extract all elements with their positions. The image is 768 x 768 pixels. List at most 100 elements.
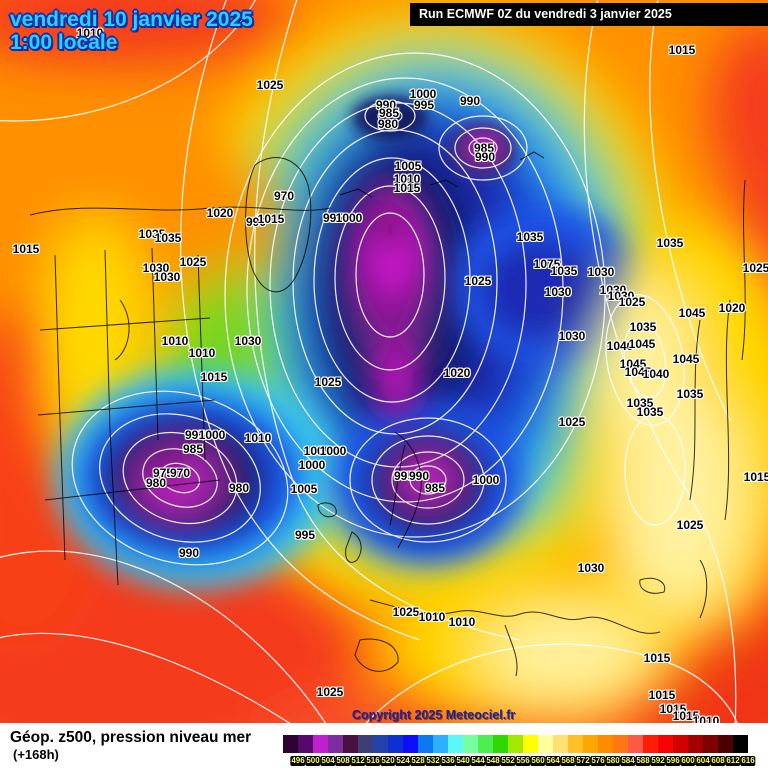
legend-swatch bbox=[673, 735, 688, 753]
forecast-datetime: vendredi 10 janvier 2025 1:00 locale bbox=[10, 8, 253, 54]
pressure-label: 990 bbox=[178, 546, 200, 560]
legend-swatch bbox=[613, 735, 628, 753]
legend-swatch bbox=[418, 735, 433, 753]
pressure-label: 1030 bbox=[153, 270, 181, 284]
legend-value: 504 bbox=[320, 756, 336, 766]
pressure-label: 985 bbox=[378, 106, 400, 120]
legend-value: 544 bbox=[470, 756, 486, 766]
pressure-label: 1030 bbox=[577, 561, 605, 575]
legend-strip: Géop. z500, pression niveau mer (+168h) … bbox=[0, 723, 768, 768]
legend-swatch bbox=[388, 735, 403, 753]
pressure-label: 1015 bbox=[257, 212, 285, 226]
legend-value: 616 bbox=[740, 756, 756, 766]
pressure-label: 990 bbox=[459, 94, 481, 108]
legend-value: 568 bbox=[560, 756, 576, 766]
pressure-label: 980 bbox=[377, 117, 399, 131]
legend-value: 532 bbox=[425, 756, 441, 766]
pressure-label: 1005 bbox=[290, 482, 318, 496]
legend-value: 584 bbox=[620, 756, 636, 766]
pressure-label: 1010 bbox=[76, 26, 104, 40]
pressure-label: 995 bbox=[322, 211, 344, 225]
pressure-label: 990 bbox=[245, 215, 267, 229]
pressure-label: 1035 bbox=[626, 396, 654, 410]
pressure-label: 1025 bbox=[314, 375, 342, 389]
pressure-label: 1025 bbox=[316, 685, 344, 699]
pressure-label: 1035 bbox=[516, 230, 544, 244]
pressure-label: 1040 bbox=[606, 339, 634, 353]
pressure-label: 1020 bbox=[206, 206, 234, 220]
contour-lines bbox=[0, 0, 738, 723]
pressure-label: 1025 bbox=[464, 274, 492, 288]
pressure-label: 1045 bbox=[619, 357, 647, 371]
legend-swatch bbox=[568, 735, 583, 753]
coastlines bbox=[29, 151, 746, 677]
legend-swatch bbox=[328, 735, 343, 753]
pressure-label: 1040 bbox=[642, 367, 670, 381]
legend-swatch bbox=[583, 735, 598, 753]
pressure-label: 1045 bbox=[672, 352, 700, 366]
pressure-label: 1015 bbox=[672, 709, 700, 723]
legend-swatch bbox=[658, 735, 673, 753]
legend-swatch bbox=[283, 735, 298, 753]
pressure-label: 1000 bbox=[319, 444, 347, 458]
pressure-label: 1010 bbox=[244, 431, 272, 445]
pressure-label: 1025 bbox=[558, 415, 586, 429]
pressure-label: 1010 bbox=[188, 346, 216, 360]
pressure-label: 985 bbox=[182, 442, 204, 456]
pressure-label: 970 bbox=[273, 189, 295, 203]
pressure-label: 980 bbox=[145, 476, 167, 490]
pressure-label: 995 bbox=[393, 469, 415, 483]
legend-swatch bbox=[598, 735, 613, 753]
pressure-label: 1045 bbox=[678, 306, 706, 320]
pressure-label: 1015 bbox=[12, 242, 40, 256]
legend-value: 524 bbox=[395, 756, 411, 766]
run-info-banner: Run ECMWF 0Z du vendredi 3 janvier 2025 bbox=[410, 3, 768, 26]
pressure-label: 995 bbox=[184, 428, 206, 442]
pressure-label: 990 bbox=[375, 98, 397, 112]
legend-swatch bbox=[313, 735, 328, 753]
legend-value: 496 bbox=[290, 756, 306, 766]
chart-title: Géop. z500, pression niveau mer bbox=[10, 729, 252, 746]
legend-value: 588 bbox=[635, 756, 651, 766]
legend-swatch bbox=[298, 735, 313, 753]
pressure-label: 995 bbox=[413, 98, 435, 112]
legend-value: 576 bbox=[590, 756, 606, 766]
legend-swatch bbox=[433, 735, 448, 753]
forecast-local-time: 1:00 locale bbox=[10, 31, 118, 54]
legend-value: 548 bbox=[485, 756, 501, 766]
pressure-label: 1015 bbox=[200, 370, 228, 384]
legend-swatch bbox=[448, 735, 463, 753]
legend-value: 536 bbox=[440, 756, 456, 766]
legend-value: 552 bbox=[500, 756, 516, 766]
pressure-label: 1075 bbox=[533, 257, 561, 271]
legend-swatch bbox=[358, 735, 373, 753]
pressure-label: 975 bbox=[152, 466, 174, 480]
forecast-hour: (+168h) bbox=[13, 747, 59, 762]
pressure-label: 1035 bbox=[154, 231, 182, 245]
pressure-label: 1035 bbox=[676, 387, 704, 401]
pressure-label: 1035 bbox=[656, 236, 684, 250]
pressure-label: 1035 bbox=[629, 320, 657, 334]
legend-value: 580 bbox=[605, 756, 621, 766]
pressure-label: 1025 bbox=[179, 255, 207, 269]
pressure-label: 1015 bbox=[659, 702, 687, 716]
pressure-label: 1025 bbox=[676, 518, 704, 532]
legend-value: 604 bbox=[695, 756, 711, 766]
legend-value: 516 bbox=[365, 756, 381, 766]
pressure-label: 1030 bbox=[234, 334, 262, 348]
pressure-label: 1015 bbox=[648, 688, 676, 702]
pressure-label: 1010 bbox=[393, 172, 421, 186]
pressure-field-map bbox=[0, 0, 768, 723]
legend-value: 572 bbox=[575, 756, 591, 766]
pressure-label: 1025 bbox=[742, 261, 768, 275]
legend-swatch bbox=[718, 735, 733, 753]
pressure-label: 1035 bbox=[138, 227, 166, 241]
legend-value: 528 bbox=[410, 756, 426, 766]
pressure-label: 1015 bbox=[393, 181, 421, 195]
pressure-label: 1035 bbox=[550, 264, 578, 278]
pressure-label: 1015 bbox=[743, 470, 768, 484]
legend-value: 512 bbox=[350, 756, 366, 766]
legend-value: 608 bbox=[710, 756, 726, 766]
color-scale-legend: 496 500 504 508 512 516 520 524 528 532 536 540 544 5… bbox=[283, 735, 765, 768]
legend-swatch bbox=[643, 735, 658, 753]
